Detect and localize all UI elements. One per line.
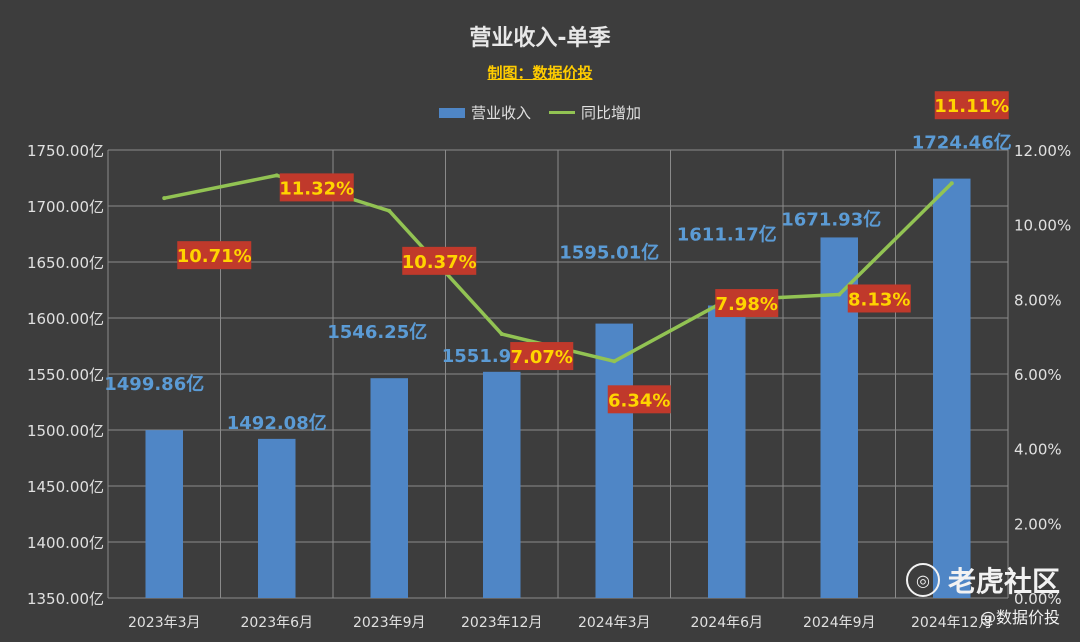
yoy-data-label: 10.71% — [177, 246, 252, 267]
yoy-point — [274, 173, 279, 178]
yoy-label-box — [177, 241, 252, 270]
y-left-tick-label: 1450.00亿 — [27, 478, 104, 496]
yoy-point — [612, 359, 617, 364]
x-tick-label: 2023年9月 — [353, 615, 426, 631]
yoy-data-label: 8.13% — [848, 289, 910, 310]
y-left-tick-label: 1750.00亿 — [27, 142, 104, 160]
yoy-data-label: 7.98% — [716, 294, 778, 315]
y-left-tick-label: 1500.00亿 — [27, 422, 104, 440]
y-right-tick-label: 10.00% — [1014, 217, 1071, 235]
x-tick-label: 2024年3月 — [578, 615, 651, 631]
watermark-brand: ◎ 老虎社区 — [905, 560, 1060, 600]
yoy-label-box — [607, 385, 671, 414]
yoy-label-box — [934, 91, 1009, 120]
y-left-tick-label: 1650.00亿 — [27, 254, 104, 272]
x-tick-label: 2024年6月 — [690, 615, 763, 631]
yoy-label-box — [847, 284, 911, 313]
y-right-tick-label: 0.00% — [1014, 590, 1062, 608]
x-tick-label: 2023年6月 — [240, 615, 313, 631]
revenue-data-label: 1724.46亿 — [912, 132, 1012, 154]
revenue-bar — [370, 378, 408, 598]
revenue-data-label: 1492.08亿 — [227, 412, 327, 434]
yoy-point — [949, 181, 954, 186]
y-right-tick-label: 6.00% — [1014, 366, 1062, 384]
revenue-bar — [483, 371, 521, 598]
revenue-data-label: 1671.93亿 — [781, 208, 881, 230]
x-tick-label: 2024年12月 — [911, 615, 992, 631]
watermark-brand-text: 老虎社区 — [947, 565, 1060, 598]
x-tick-label: 2023年12月 — [461, 615, 542, 631]
legend: 营业收入 同比增加 — [0, 102, 1080, 123]
y-left-tick-label: 1700.00亿 — [27, 198, 104, 216]
yoy-data-label: 11.32% — [279, 178, 354, 199]
y-left-tick-label: 1400.00亿 — [27, 534, 104, 552]
yoy-data-label: 10.37% — [402, 252, 477, 273]
revenue-bar — [258, 438, 296, 598]
revenue-data-label: 1611.17亿 — [677, 223, 777, 245]
yoy-label-box — [402, 246, 477, 275]
y-right-tick-label: 2.00% — [1014, 515, 1062, 533]
yoy-label-box — [279, 173, 354, 202]
yoy-point — [387, 208, 392, 213]
revenue-data-label: 1499.86亿 — [104, 373, 204, 395]
yoy-label-box — [510, 342, 574, 371]
legend-item-yoy[interactable]: 同比增加 — [549, 102, 641, 123]
yoy-data-label: 11.11% — [934, 96, 1009, 117]
legend-swatch-bar — [438, 107, 465, 118]
revenue-bar — [933, 178, 971, 598]
chart-title: 营业收入-单季 — [469, 26, 611, 51]
tiger-logo-icon: ◎ — [905, 563, 940, 597]
y-right-tick-label: 12.00% — [1014, 142, 1071, 160]
y-left-tick-label: 1600.00亿 — [27, 310, 104, 328]
y-right-tick-label: 8.00% — [1014, 291, 1062, 309]
yoy-point — [499, 332, 504, 337]
legend-label-yoy: 同比增加 — [581, 104, 642, 122]
legend-label-revenue: 营业收入 — [470, 104, 531, 122]
yoy-label-box — [715, 289, 779, 318]
y-right-tick-label: 4.00% — [1014, 441, 1062, 459]
y-left-tick-label: 1350.00亿 — [27, 590, 104, 608]
yoy-point — [837, 292, 842, 297]
revenue-data-label: 1595.01亿 — [559, 242, 659, 264]
revenue-bar — [145, 430, 183, 598]
x-tick-label: 2024年9月 — [803, 615, 876, 631]
watermark: ◎ 老虎社区 @数据价投 — [905, 560, 1060, 628]
legend-swatch-line — [549, 111, 575, 114]
watermark-handle: @数据价投 — [979, 608, 1060, 627]
revenue-data-label: 1546.25亿 — [327, 321, 427, 343]
revenue-bar — [595, 323, 633, 598]
x-tick-label: 2023年3月 — [128, 615, 201, 631]
chart-subtitle: 制图：数据价投 — [487, 64, 593, 82]
yoy-data-label: 7.07% — [511, 347, 573, 368]
yoy-point — [162, 196, 167, 201]
y-left-tick-label: 1550.00亿 — [27, 366, 104, 384]
revenue-bar — [708, 305, 746, 598]
legend-item-revenue[interactable]: 营业收入 — [438, 102, 531, 123]
yoy-data-label: 6.34% — [608, 390, 670, 411]
